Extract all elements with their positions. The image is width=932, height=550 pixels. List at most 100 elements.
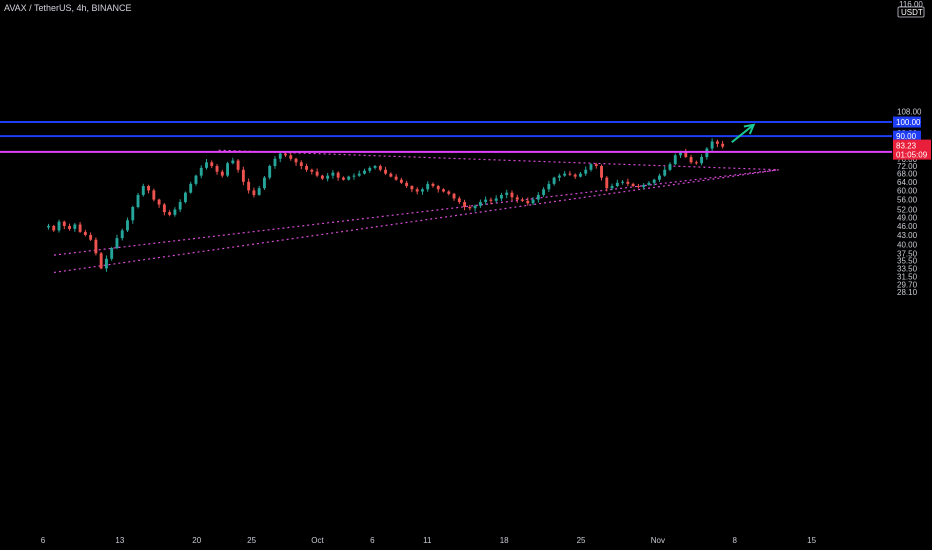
candle xyxy=(647,182,651,185)
candle xyxy=(110,248,114,259)
y-tick-label: 40.00 xyxy=(897,241,918,250)
candle xyxy=(568,173,572,175)
candle xyxy=(252,190,256,195)
candle xyxy=(505,192,509,195)
candle xyxy=(347,176,351,180)
candle xyxy=(57,221,61,231)
candle xyxy=(262,177,266,189)
level-badge-label: 100.00 xyxy=(896,118,921,127)
y-tick-label: 56.00 xyxy=(897,196,918,205)
candle xyxy=(584,169,588,174)
candle xyxy=(473,205,477,209)
chart-title: AVAX / TetherUS, 4h, BINANCE xyxy=(4,3,132,13)
candle xyxy=(478,202,482,206)
candle xyxy=(120,230,124,239)
y-tick-label: 33.50 xyxy=(897,264,918,273)
candle xyxy=(162,204,166,213)
candle xyxy=(373,166,377,168)
y-tick-label: 49.00 xyxy=(897,214,918,223)
y-tick-label: 68.00 xyxy=(897,170,918,179)
candle xyxy=(715,141,719,144)
y-tick-label: 108.00 xyxy=(897,108,922,117)
x-tick-label: Oct xyxy=(311,536,324,545)
candle xyxy=(436,186,440,190)
x-tick-label: 25 xyxy=(577,536,586,545)
candle xyxy=(315,171,319,176)
candle xyxy=(621,181,625,183)
candle xyxy=(457,198,461,203)
candle xyxy=(521,199,524,201)
candle xyxy=(420,189,424,192)
candle xyxy=(510,192,514,198)
price-axis[interactable]: 108.0092.0087.0076.0072.0068.0064.0060.0… xyxy=(892,0,932,550)
y-tick-label: 37.50 xyxy=(897,249,918,258)
candle xyxy=(399,179,403,183)
countdown-label: 01:05:09 xyxy=(896,151,928,160)
candle xyxy=(563,173,567,176)
candle xyxy=(673,155,677,165)
candle xyxy=(410,186,414,190)
candle xyxy=(447,191,451,194)
price-axis-bg xyxy=(892,0,932,550)
candle xyxy=(384,169,388,174)
y-tick-label: 46.00 xyxy=(897,222,918,231)
candle xyxy=(389,173,393,177)
candle xyxy=(610,186,614,189)
candle xyxy=(284,153,287,156)
candle xyxy=(594,164,598,167)
candle xyxy=(357,173,361,176)
candle xyxy=(305,166,309,170)
levels-layer xyxy=(0,121,892,153)
candle xyxy=(89,234,93,240)
x-tick-label: 8 xyxy=(733,536,738,545)
candle xyxy=(136,194,140,208)
candle xyxy=(141,186,145,195)
y-tick-label: 28.10 xyxy=(897,288,918,297)
time-axis[interactable]: 6 13 20 25 Oct 6 11 18 25 Nov 8 15 xyxy=(41,536,817,545)
candle xyxy=(363,170,366,174)
candle xyxy=(626,181,630,184)
candle xyxy=(83,231,87,235)
candle xyxy=(336,172,340,178)
candle xyxy=(658,175,661,180)
currency-label: USDT xyxy=(901,8,923,17)
candle xyxy=(700,157,704,164)
candle xyxy=(494,198,498,201)
candle xyxy=(68,225,72,229)
candle xyxy=(341,177,345,180)
y-tick-label: 60.00 xyxy=(897,186,918,195)
candle xyxy=(679,151,682,156)
trendline-1 xyxy=(53,169,779,274)
candle xyxy=(352,175,356,177)
candle xyxy=(94,239,98,254)
currency-badge xyxy=(897,6,925,18)
candle xyxy=(99,253,103,269)
candle xyxy=(299,162,303,167)
candle xyxy=(663,169,667,176)
level-badge-100.00 xyxy=(893,116,921,128)
candle xyxy=(289,155,293,159)
candle xyxy=(199,167,203,176)
x-tick-label: 15 xyxy=(807,536,816,545)
candle xyxy=(115,238,119,249)
x-tick-label: Nov xyxy=(651,536,665,545)
candle xyxy=(173,209,177,215)
candle xyxy=(452,193,456,199)
candle xyxy=(542,189,546,195)
candle xyxy=(215,166,219,172)
candle xyxy=(721,143,725,147)
y-tick-label: 52.00 xyxy=(897,206,918,215)
candle xyxy=(394,176,398,180)
candle xyxy=(415,189,419,192)
candle xyxy=(326,175,330,179)
candle xyxy=(273,158,277,167)
candle xyxy=(310,169,314,172)
candle xyxy=(442,189,445,192)
candle xyxy=(536,194,540,200)
candle xyxy=(526,200,530,204)
candle xyxy=(531,199,535,204)
candle xyxy=(557,175,561,178)
arrow-layer xyxy=(731,123,756,144)
x-tick-label: 6 xyxy=(370,536,375,545)
